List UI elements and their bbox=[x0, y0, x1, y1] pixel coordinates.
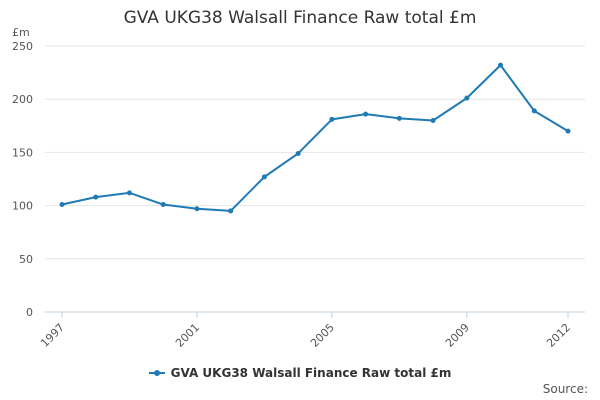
legend-label: GVA UKG38 Walsall Finance Raw total £m bbox=[170, 366, 452, 380]
data-point[interactable] bbox=[194, 206, 200, 212]
x-tick-label: 1997 bbox=[38, 321, 67, 350]
y-axis-unit-label: £m bbox=[12, 26, 30, 39]
y-tick-label: 50 bbox=[19, 253, 33, 266]
x-tick-label: 2005 bbox=[308, 321, 337, 350]
x-tick-label: 2009 bbox=[443, 321, 472, 350]
x-tick-label: 2012 bbox=[544, 321, 573, 350]
data-point[interactable] bbox=[295, 150, 301, 156]
legend-item[interactable]: GVA UKG38 Walsall Finance Raw total £m bbox=[148, 366, 452, 380]
data-point[interactable] bbox=[126, 190, 132, 196]
data-point[interactable] bbox=[531, 108, 537, 114]
data-point[interactable] bbox=[464, 95, 470, 101]
y-tick-label: 200 bbox=[12, 93, 33, 106]
chart-legend: GVA UKG38 Walsall Finance Raw total £m bbox=[0, 366, 600, 381]
data-point[interactable] bbox=[430, 117, 436, 123]
data-point[interactable] bbox=[261, 174, 267, 180]
data-point[interactable] bbox=[59, 202, 65, 208]
source-label: Source: bbox=[542, 382, 588, 396]
data-point[interactable] bbox=[396, 115, 402, 121]
y-tick-label: 100 bbox=[12, 200, 33, 213]
legend-swatch-icon bbox=[148, 368, 165, 378]
data-point[interactable] bbox=[160, 202, 166, 208]
data-point[interactable] bbox=[565, 128, 571, 134]
data-point[interactable] bbox=[228, 208, 234, 214]
data-point[interactable] bbox=[498, 62, 504, 68]
y-tick-label: 250 bbox=[12, 40, 33, 53]
data-point[interactable] bbox=[93, 194, 99, 200]
y-tick-label: 150 bbox=[12, 146, 33, 159]
x-tick-label: 2001 bbox=[173, 321, 202, 350]
data-point[interactable] bbox=[329, 116, 335, 122]
data-point[interactable] bbox=[363, 111, 369, 117]
chart-title: GVA UKG38 Walsall Finance Raw total £m bbox=[123, 8, 477, 28]
y-tick-label: 0 bbox=[26, 306, 33, 319]
series-line bbox=[61, 64, 569, 212]
